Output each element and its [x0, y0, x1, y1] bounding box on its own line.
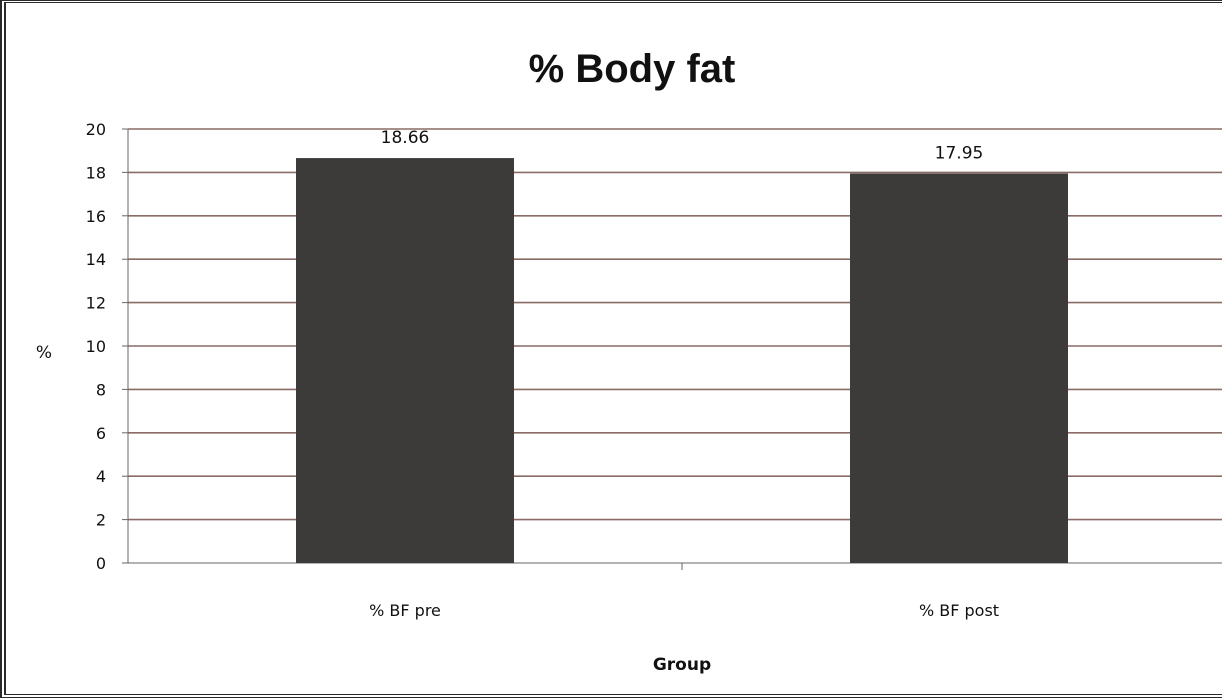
data-label-0: 18.66 — [381, 128, 430, 148]
y-tick-label-7: 14 — [86, 250, 106, 269]
bars — [296, 158, 1068, 564]
bar-1 — [850, 173, 1068, 564]
y-tick-label-9: 18 — [86, 163, 106, 182]
y-tick-label-10: 20 — [86, 120, 106, 139]
bar-0 — [296, 158, 514, 563]
y-tick-label-4: 8 — [96, 380, 106, 399]
y-tick-label-6: 12 — [86, 294, 106, 313]
x-axis-label: Group — [653, 655, 711, 675]
labels: 0 2 4 6 8 10 12 14 16 18 20 18.66 % BF pre 17.95 % BF … — [86, 120, 999, 620]
category-label-0: % BF pre — [369, 601, 441, 620]
chart-title: % Body fat — [529, 47, 736, 91]
data-label-1: 17.95 — [935, 143, 984, 163]
category-label-1: % BF post — [919, 601, 999, 620]
y-tick-label-2: 4 — [96, 467, 106, 486]
y-tick-label-3: 6 — [96, 424, 106, 443]
y-axis-label: % — [36, 343, 52, 363]
y-tick-label-1: 2 — [96, 511, 106, 530]
y-tick-label-0: 0 — [96, 554, 106, 573]
y-tick-label-8: 16 — [86, 207, 106, 226]
y-tick-label-5: 10 — [86, 337, 106, 356]
